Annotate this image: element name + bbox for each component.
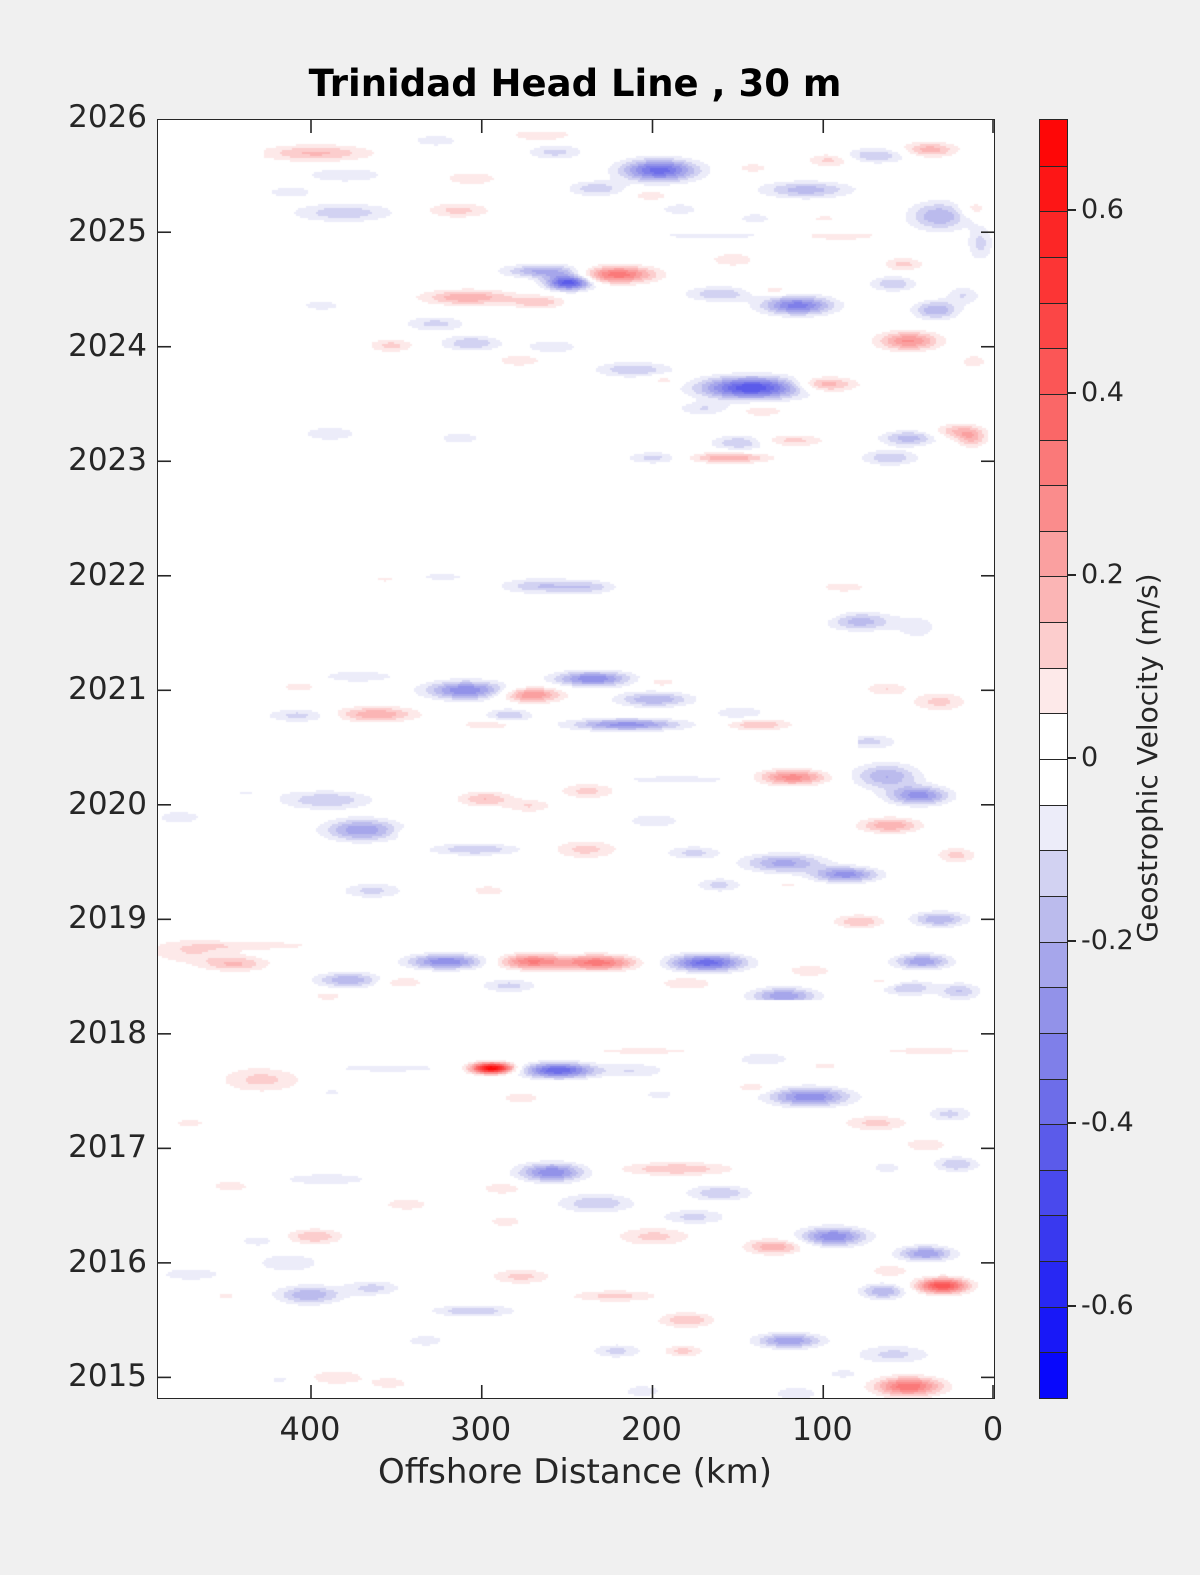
colorbar-tick-label: 0.4 <box>1081 376 1124 408</box>
colorbar-segment <box>1040 120 1067 167</box>
colorbar-segment <box>1040 1261 1067 1308</box>
colorbar-segment <box>1040 895 1067 943</box>
colorbar-tick-label: 0 <box>1081 742 1099 773</box>
colorbar-tick-label: 0.6 <box>1081 194 1124 226</box>
plot-area <box>157 119 995 1399</box>
colorbar-segment <box>1040 622 1067 669</box>
colorbar-segment <box>1040 987 1067 1034</box>
x-tick-label: 0 <box>982 1410 1004 1448</box>
colorbar-segment <box>1040 667 1067 714</box>
colorbar-segment <box>1040 1352 1067 1399</box>
y-tick-label: 2021 <box>68 671 147 708</box>
colorbar-tick-label: -0.6 <box>1081 1289 1134 1321</box>
colorbar-segment <box>1040 485 1067 532</box>
x-tick-label: 400 <box>279 1410 341 1448</box>
x-tick-label: 300 <box>450 1410 512 1448</box>
colorbar-tick-label: -0.2 <box>1081 924 1134 956</box>
y-tick-label: 2026 <box>68 98 147 135</box>
colorbar-segment <box>1040 1215 1067 1262</box>
chart-title: Trinidad Head Line , 30 m <box>308 62 842 105</box>
colorbar-segment <box>1040 1032 1067 1079</box>
y-tick-label: 2016 <box>68 1243 147 1280</box>
colorbar-segment <box>1040 165 1067 212</box>
colorbar-label: Geostrophic Velocity (m/s) <box>1130 573 1164 943</box>
y-tick-label: 2017 <box>68 1129 147 1166</box>
y-tick-label: 2023 <box>68 442 147 479</box>
colorbar-segment <box>1040 302 1067 349</box>
y-tick-label: 2019 <box>68 900 147 937</box>
colorbar-tick-mark <box>1067 757 1076 759</box>
colorbar-segment <box>1040 348 1067 395</box>
colorbar-segment <box>1040 1306 1067 1353</box>
colorbar-segment <box>1040 393 1067 440</box>
colorbar-tick-mark <box>1067 209 1076 212</box>
colorbar-segment <box>1040 759 1067 805</box>
y-tick-label: 2015 <box>68 1358 147 1395</box>
y-tick-label: 2022 <box>68 556 147 593</box>
x-axis-label: Offshore Distance (km) <box>377 1452 773 1492</box>
colorbar-tick-label: 0.2 <box>1081 559 1124 591</box>
colorbar-segment <box>1040 1078 1067 1125</box>
colorbar-segment <box>1040 804 1067 851</box>
colorbar-segment <box>1040 1124 1067 1171</box>
y-tick-label: 2020 <box>68 785 147 822</box>
colorbar <box>1039 119 1068 1399</box>
colorbar-tick-mark <box>1067 939 1076 942</box>
colorbar-tick-label: -0.4 <box>1081 1107 1134 1139</box>
colorbar-segment <box>1040 941 1067 988</box>
colorbar-segment <box>1040 576 1067 623</box>
colorbar-segment <box>1040 530 1067 577</box>
colorbar-segment <box>1040 850 1067 897</box>
y-tick-label: 2024 <box>68 327 147 364</box>
x-tick-label: 200 <box>620 1410 683 1448</box>
colorbar-segment <box>1040 211 1067 258</box>
colorbar-tick-mark <box>1067 574 1076 577</box>
colorbar-tick-mark <box>1067 1304 1076 1307</box>
colorbar-tick-mark <box>1067 391 1076 394</box>
colorbar-tick-mark <box>1067 1122 1076 1125</box>
colorbar-segment <box>1040 1169 1067 1216</box>
x-tick-label: 100 <box>791 1410 853 1448</box>
colorbar-segment <box>1040 439 1067 486</box>
y-tick-label: 2025 <box>68 213 147 250</box>
y-tick-label: 2018 <box>68 1014 147 1051</box>
colorbar-segment <box>1040 713 1067 759</box>
contour-canvas <box>158 120 994 1398</box>
colorbar-segment <box>1040 256 1067 304</box>
